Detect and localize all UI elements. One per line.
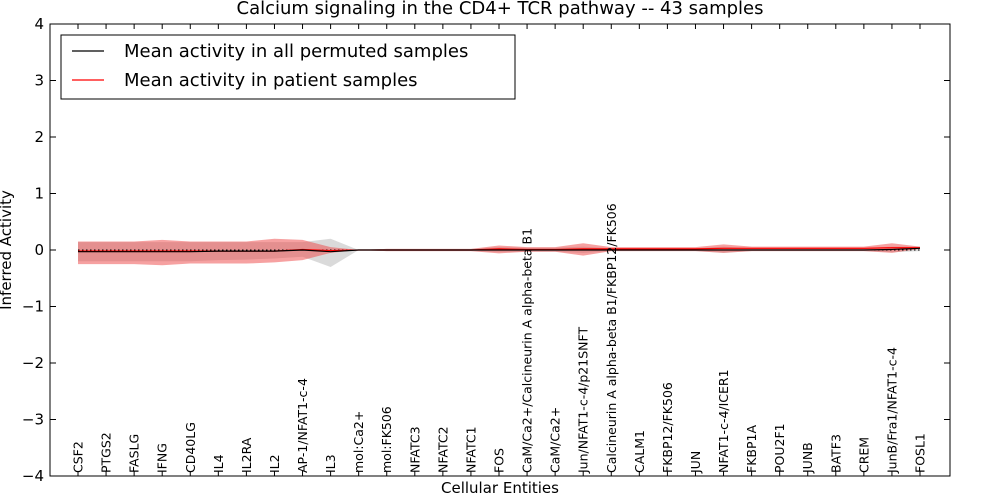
x-tick-label: Calcineurin A alpha-beta B1/FKBP12/FK506 xyxy=(604,203,619,473)
x-tick-label: mol:Ca2+ xyxy=(351,411,366,473)
x-tick-label: CSF2 xyxy=(71,441,86,473)
legend-box xyxy=(60,34,516,100)
x-tick-label: JUNB xyxy=(800,442,815,474)
x-tick-label: FOS xyxy=(492,448,507,473)
x-tick-label: CaM/Ca2+/Calcineurin A alpha-beta B1 xyxy=(520,228,535,473)
line-series-0 xyxy=(78,247,921,253)
y-tick-label: 1 xyxy=(34,185,44,203)
x-tick-label: mol:FK506 xyxy=(379,406,394,473)
y-tick-label: 0 xyxy=(34,241,44,259)
bands-layer xyxy=(78,238,920,267)
x-axis-label: Cellular Entities xyxy=(441,479,559,497)
y-tick-label: −3 xyxy=(22,411,44,429)
legend: Mean activity in all permuted samples Mea… xyxy=(60,34,516,100)
x-tick-label: IFNG xyxy=(155,443,170,473)
y-tick-label: 4 xyxy=(34,15,44,33)
x-tick-label: JunB/Fra1/NFAT1-c-4 xyxy=(884,347,899,474)
x-tick-label: IL2RA xyxy=(239,437,254,473)
y-tick-label: 3 xyxy=(34,72,44,90)
y-tick-label: −2 xyxy=(22,354,44,372)
x-axis: CSF2 PTGS2 FASLG IFNG CD40LG IL4 IL2RA IL2 AP-1/… xyxy=(71,24,928,476)
y-axis-label: Inferred Activity xyxy=(0,190,15,310)
x-tick-label: NFAT1-c-4/ICER1 xyxy=(716,369,731,473)
y-axis: 4 3 2 1 0 −1 −2 −3 −4 xyxy=(22,15,950,485)
x-tick-label: CREM xyxy=(856,437,871,473)
x-tick-label: POU2F1 xyxy=(772,423,787,473)
x-tick-label: IL3 xyxy=(323,454,338,473)
legend-label-0: Mean activity in all permuted samples xyxy=(124,41,468,62)
chart-title: Calcium signaling in the CD4+ TCR pathwa… xyxy=(237,0,764,19)
x-tick-label: CD40LG xyxy=(183,422,198,473)
legend-label-1: Mean activity in patient samples xyxy=(124,70,418,91)
band-series-1 xyxy=(78,238,920,266)
y-tick-label: 2 xyxy=(34,128,44,146)
y-tick-label: −4 xyxy=(22,467,44,485)
x-tick-label: Jun/NFAT1-c-4/p21SNFT xyxy=(576,327,591,474)
x-tick-label: NFATC1 xyxy=(463,426,478,473)
x-tick-label: JUN xyxy=(688,451,703,474)
x-tick-label: FKBP1A xyxy=(744,425,759,473)
x-tick-label: IL4 xyxy=(211,454,226,473)
x-tick-label: AP-1/NFAT1-c-4 xyxy=(295,378,310,473)
y-tick-label: −1 xyxy=(22,298,44,316)
x-tick-label: CALM1 xyxy=(632,430,647,473)
x-tick-label: PTGS2 xyxy=(99,432,114,473)
x-tick-label: FKBP12/FK506 xyxy=(660,382,675,473)
x-tick-label: FOSL1 xyxy=(913,433,928,473)
x-tick-label: IL2 xyxy=(267,454,282,473)
x-tick-label: BATF3 xyxy=(828,434,843,473)
x-tick-label: NFATC2 xyxy=(435,426,450,473)
series-lines-layer xyxy=(78,247,921,253)
x-tick-label: FASLG xyxy=(127,434,142,473)
x-tick-label: CaM/Ca2+ xyxy=(548,407,563,473)
x-tick-label: NFATC3 xyxy=(407,426,422,473)
